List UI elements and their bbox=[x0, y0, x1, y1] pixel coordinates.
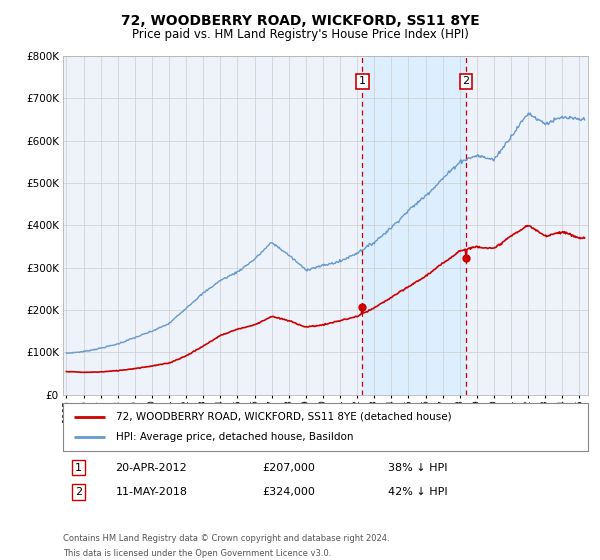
Text: 42% ↓ HPI: 42% ↓ HPI bbox=[389, 487, 448, 497]
Text: 38% ↓ HPI: 38% ↓ HPI bbox=[389, 463, 448, 473]
Text: 11-MAY-2018: 11-MAY-2018 bbox=[115, 487, 187, 497]
Text: £324,000: £324,000 bbox=[263, 487, 316, 497]
Text: 1: 1 bbox=[359, 76, 366, 86]
Text: 20-APR-2012: 20-APR-2012 bbox=[115, 463, 187, 473]
Bar bbox=[362, 56, 466, 395]
Text: Contains HM Land Registry data © Crown copyright and database right 2024.: Contains HM Land Registry data © Crown c… bbox=[63, 534, 389, 543]
Text: 2: 2 bbox=[463, 76, 470, 86]
Text: 72, WOODBERRY ROAD, WICKFORD, SS11 8YE: 72, WOODBERRY ROAD, WICKFORD, SS11 8YE bbox=[121, 14, 479, 28]
Text: Price paid vs. HM Land Registry's House Price Index (HPI): Price paid vs. HM Land Registry's House … bbox=[131, 28, 469, 41]
Text: £207,000: £207,000 bbox=[263, 463, 316, 473]
Text: This data is licensed under the Open Government Licence v3.0.: This data is licensed under the Open Gov… bbox=[63, 549, 331, 558]
Text: 1: 1 bbox=[75, 463, 82, 473]
Text: 2: 2 bbox=[75, 487, 82, 497]
Text: HPI: Average price, detached house, Basildon: HPI: Average price, detached house, Basi… bbox=[115, 432, 353, 442]
Text: 72, WOODBERRY ROAD, WICKFORD, SS11 8YE (detached house): 72, WOODBERRY ROAD, WICKFORD, SS11 8YE (… bbox=[115, 412, 451, 422]
FancyBboxPatch shape bbox=[63, 403, 588, 451]
